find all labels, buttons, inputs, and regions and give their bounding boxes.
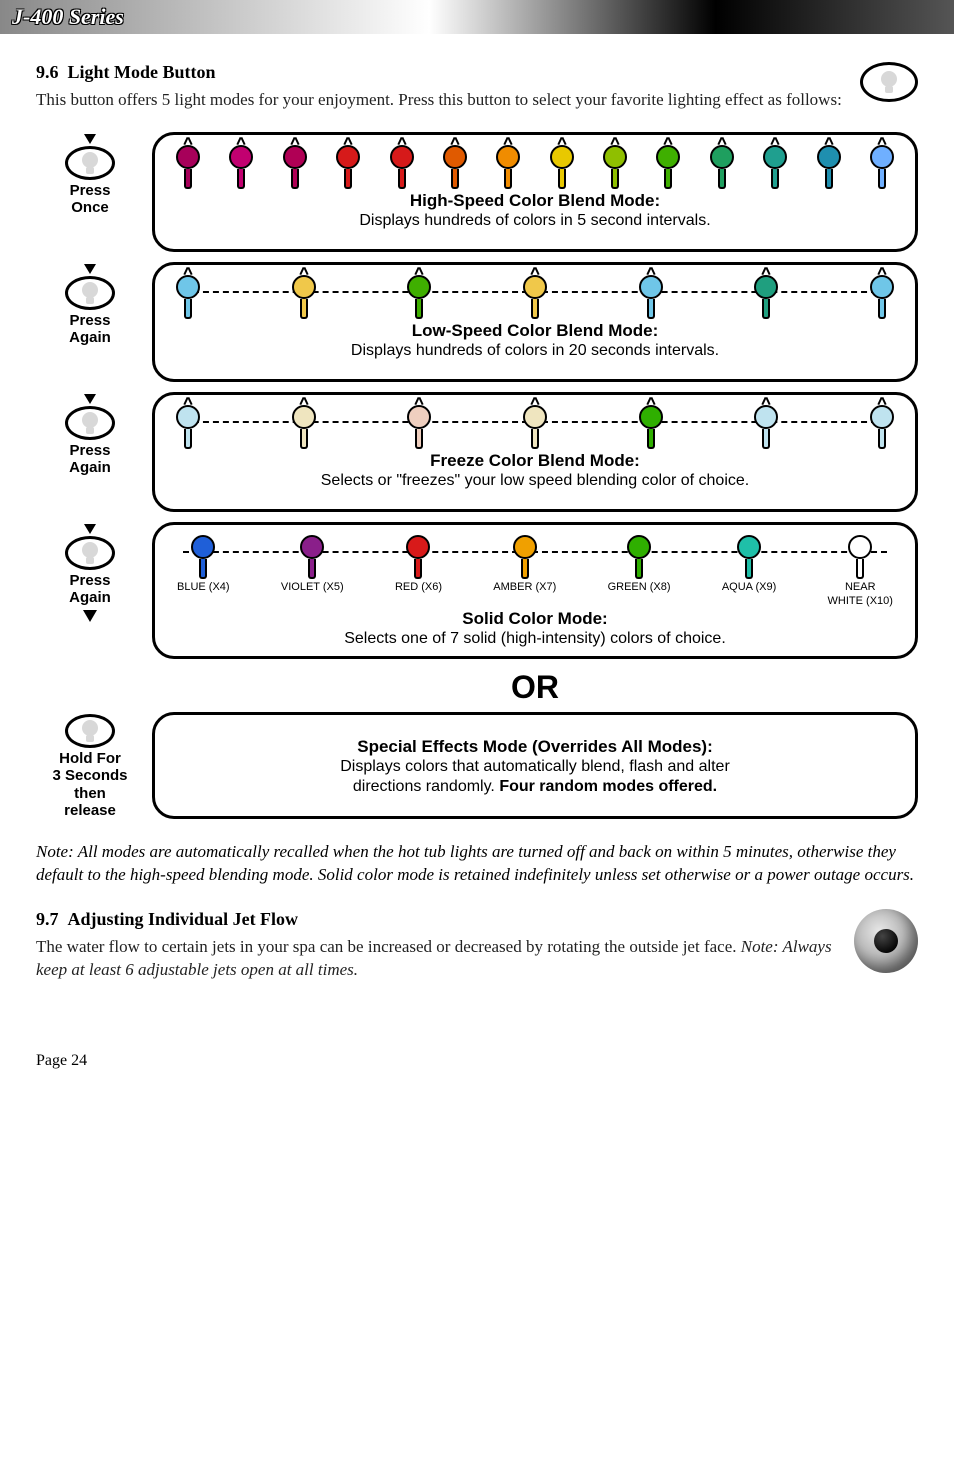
color-pin-icon — [337, 145, 359, 189]
mode-desc: Selects or "freezes" your low speed blen… — [321, 471, 749, 490]
solid-mode-box: BLUE (X4) VIOLET (X5) RED (X6) AMBER (X7) GR… — [152, 522, 918, 659]
color-pin-icon — [604, 145, 626, 189]
color-pin-icon — [871, 275, 893, 319]
color-pin-icon — [871, 405, 893, 449]
solid-color-label: WHITE (X10) — [828, 595, 893, 607]
solid-color-label: AMBER (X7) — [493, 581, 556, 593]
color-pin-icon — [657, 145, 679, 189]
color-pin-icon — [524, 405, 546, 449]
mode-desc: Selects one of 7 solid (high-intensity) … — [344, 629, 726, 648]
color-pin-icon — [293, 405, 315, 449]
solid-color-label: VIOLET (X5) — [281, 581, 344, 593]
section-9-7-body: The water flow to certain jets in your s… — [36, 936, 918, 982]
color-pin-icon — [755, 405, 777, 449]
color-pin-icon — [192, 535, 214, 579]
mode-title: Low-Speed Color Blend Mode: — [412, 321, 659, 341]
or-label: OR — [152, 669, 918, 706]
light-mode-icon — [860, 62, 918, 102]
continue-arrow-icon — [83, 610, 97, 622]
solid-color-item: RED (X6) — [395, 535, 442, 607]
color-pin-icon — [293, 275, 315, 319]
arrow-down-icon — [84, 524, 96, 534]
solid-color-label: GREEN (X8) — [608, 581, 671, 593]
press-button-icon — [65, 146, 115, 180]
arrow-down-icon — [84, 264, 96, 274]
color-pin-icon — [497, 145, 519, 189]
high-speed-mode-box: High-Speed Color Blend Mode: Displays hu… — [152, 132, 918, 252]
step-label: Press Once — [70, 182, 111, 217]
special-effects-box: Special Effects Mode (Overrides All Mode… — [152, 712, 918, 819]
color-pin-icon — [738, 535, 760, 579]
mode-title: Special Effects Mode (Overrides All Mode… — [357, 737, 713, 757]
mode-title: High-Speed Color Blend Mode: — [410, 191, 660, 211]
step-label: Press Again — [69, 442, 111, 477]
mode-desc: Displays hundreds of colors in 5 second … — [359, 211, 710, 230]
color-pin-icon — [818, 145, 840, 189]
color-pin-icon — [408, 275, 430, 319]
low-speed-mode-box: Low-Speed Color Blend Mode: Displays hun… — [152, 262, 918, 382]
solid-color-item: AQUA (X9) — [722, 535, 776, 607]
solid-color-label: AQUA (X9) — [722, 581, 776, 593]
color-pin-icon — [551, 145, 573, 189]
solid-color-item: VIOLET (X5) — [281, 535, 344, 607]
section-9-6-intro: This button offers 5 light modes for you… — [36, 89, 918, 112]
color-pin-icon — [284, 145, 306, 189]
note-paragraph: Note: All modes are automatically recall… — [36, 841, 918, 887]
step-label: Press Again — [69, 572, 111, 607]
color-pin-icon — [764, 145, 786, 189]
header-bar: J-400 Series — [0, 0, 954, 34]
page-number: Page 24 — [36, 1052, 918, 1070]
color-pin-icon — [177, 405, 199, 449]
light-mode-diagram: Press Once High-Speed Color Blend Mode: … — [36, 132, 918, 819]
color-pin-icon — [301, 535, 323, 579]
color-pin-icon — [177, 145, 199, 189]
color-pin-icon — [444, 145, 466, 189]
mode-title: Solid Color Mode: — [462, 609, 607, 629]
arrow-down-icon — [84, 394, 96, 404]
color-pin-icon — [524, 275, 546, 319]
arrow-down-icon — [84, 134, 96, 144]
color-pin-icon — [514, 535, 536, 579]
solid-color-item: GREEN (X8) — [608, 535, 671, 607]
color-pin-icon — [849, 535, 871, 579]
mode-title: Freeze Color Blend Mode: — [430, 451, 640, 471]
press-button-icon — [65, 406, 115, 440]
solid-color-label: NEAR — [845, 581, 876, 593]
color-pin-icon — [711, 145, 733, 189]
section-9-6-heading: 9.6 Light Mode Button — [36, 62, 918, 83]
color-pin-icon — [871, 145, 893, 189]
color-pin-icon — [628, 535, 650, 579]
mode-desc: Displays colors that automatically blend… — [340, 757, 730, 795]
color-pin-icon — [230, 145, 252, 189]
mode-desc: Displays hundreds of colors in 20 second… — [351, 341, 719, 360]
color-pin-icon — [407, 535, 429, 579]
hold-button-icon — [65, 714, 115, 748]
jet-icon — [854, 909, 918, 973]
step-label: Press Again — [69, 312, 111, 347]
section-9-7-heading: 9.7 Adjusting Individual Jet Flow — [36, 909, 918, 930]
solid-color-label: RED (X6) — [395, 581, 442, 593]
color-pin-icon — [391, 145, 413, 189]
press-button-icon — [65, 276, 115, 310]
color-pin-icon — [177, 275, 199, 319]
color-pin-icon — [755, 275, 777, 319]
color-pin-icon — [640, 275, 662, 319]
solid-color-item: BLUE (X4) — [177, 535, 230, 607]
press-button-icon — [65, 536, 115, 570]
step-label: Hold For 3 Seconds then release — [52, 750, 127, 819]
solid-color-label: BLUE (X4) — [177, 581, 230, 593]
freeze-mode-box: Freeze Color Blend Mode: Selects or "fre… — [152, 392, 918, 512]
color-pin-icon — [408, 405, 430, 449]
color-pin-icon — [640, 405, 662, 449]
solid-color-item: NEAR WHITE (X10) — [828, 535, 893, 607]
header-title: J-400 Series — [12, 4, 124, 29]
solid-color-item: AMBER (X7) — [493, 535, 556, 607]
